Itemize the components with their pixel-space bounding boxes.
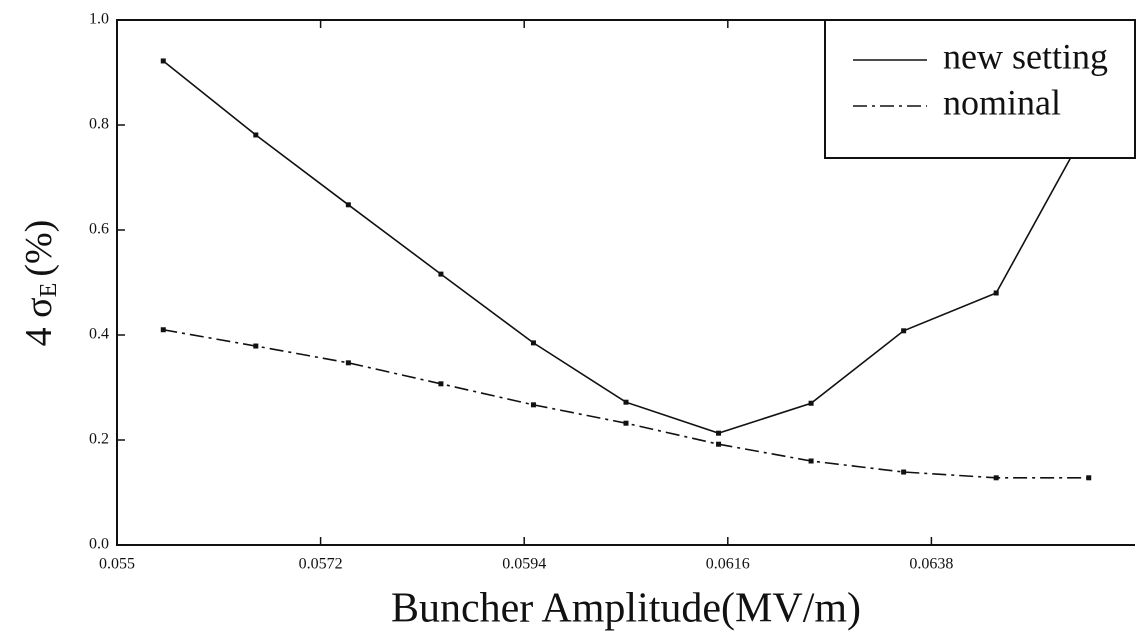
data-point	[901, 328, 907, 334]
data-point	[623, 420, 629, 426]
data-point	[160, 327, 166, 333]
data-point	[716, 430, 722, 436]
data-point	[808, 458, 814, 464]
y-tick-label: 1.0	[89, 11, 109, 28]
data-point	[1086, 475, 1092, 481]
data-point	[160, 58, 166, 64]
y-tick-label: 0.6	[89, 221, 109, 238]
data-point	[808, 400, 814, 406]
x-axis-label: Buncher Amplitude(MV/m)	[391, 586, 861, 632]
data-point	[345, 202, 351, 208]
x-tick-label: 0.055	[99, 556, 135, 573]
x-tick-label: 0.0616	[706, 556, 750, 573]
data-point	[716, 441, 722, 447]
y-label-sub: E	[36, 283, 62, 298]
y-label-unit: (%)	[18, 220, 60, 277]
data-point	[345, 360, 351, 366]
data-point	[623, 399, 629, 405]
legend-label: new setting	[943, 36, 1108, 76]
plot-frame	[116, 19, 1135, 546]
data-point	[253, 132, 259, 138]
legend-box	[824, 19, 1136, 159]
y-tick-label: 0.0	[89, 536, 109, 553]
data-point	[993, 475, 999, 481]
data-point	[993, 290, 999, 296]
data-point	[438, 381, 444, 387]
y-axis-label: 4 σE (%)	[18, 220, 62, 347]
data-point	[253, 343, 259, 349]
y-tick-label: 0.8	[89, 116, 109, 133]
data-point	[901, 469, 907, 475]
y-tick-label: 0.2	[89, 431, 109, 448]
data-point	[530, 402, 536, 408]
x-tick-label: 0.0638	[909, 556, 953, 573]
legend-label: nominal	[943, 82, 1061, 122]
y-tick-label: 0.4	[89, 326, 109, 343]
x-tick-label: 0.0594	[502, 556, 546, 573]
x-tick-label: 0.0572	[299, 556, 343, 573]
data-point	[438, 271, 444, 277]
data-point	[530, 340, 536, 346]
y-label-main: 4 σ	[18, 297, 60, 346]
